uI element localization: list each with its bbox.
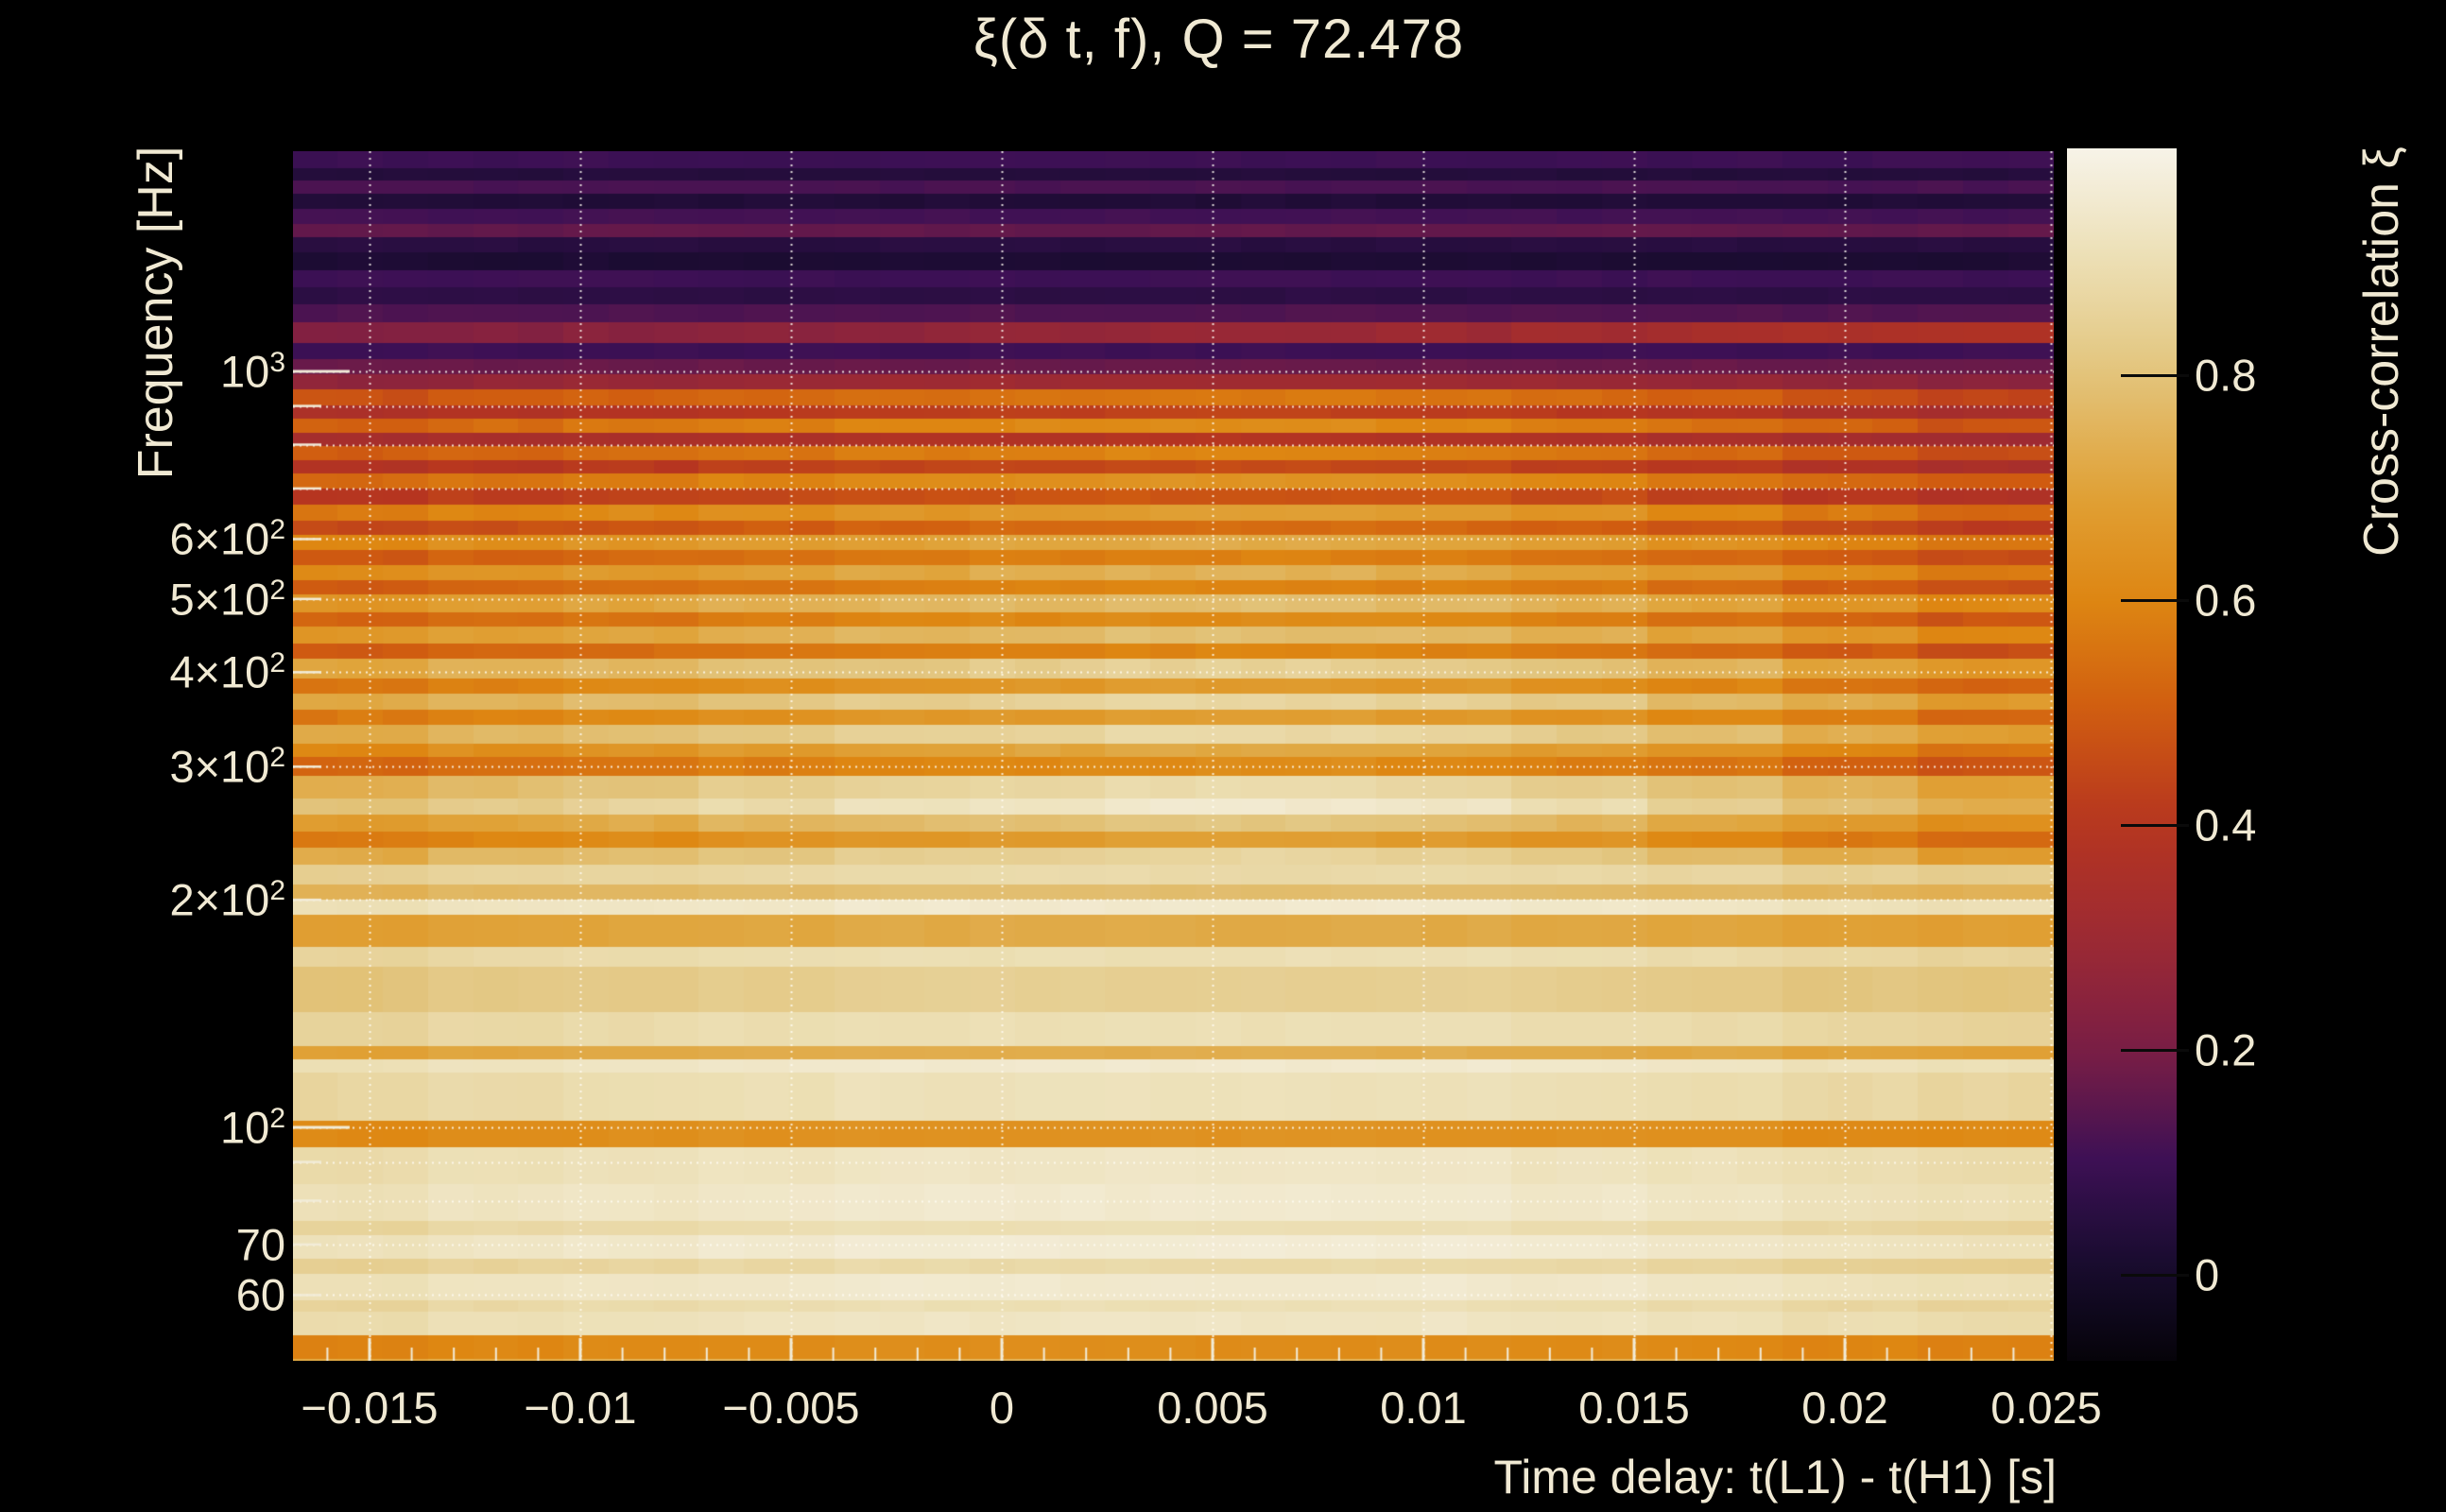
colorbar-tick — [2121, 373, 2189, 377]
x-tick-label: −0.015 — [301, 1383, 439, 1433]
y-tick-label: 4×102 — [169, 646, 285, 697]
x-tick-label: 0.02 — [1801, 1383, 1888, 1433]
x-tick-label: −0.005 — [722, 1383, 860, 1433]
y-tick-label: 70 — [235, 1219, 285, 1270]
heatmap-canvas — [293, 151, 2054, 1361]
colorbar-label: Cross-correlation ξ — [2354, 146, 2409, 557]
colorbar-tick — [2121, 598, 2189, 602]
colorbar-tick — [2121, 1273, 2189, 1277]
y-tick-label: 6×102 — [169, 513, 285, 564]
x-tick-label: −0.01 — [524, 1383, 637, 1433]
y-tick-label: 60 — [235, 1269, 285, 1320]
y-tick-label: 2×102 — [169, 874, 285, 925]
y-tick-label: 5×102 — [169, 574, 285, 625]
y-tick-label: 103 — [220, 346, 285, 397]
colorbar-tick-label: 0.2 — [2195, 1024, 2257, 1075]
colorbar-gradient — [2067, 148, 2177, 1361]
colorbar-tick-label: 0.4 — [2195, 799, 2257, 850]
y-axis-label: Frequency [Hz] — [129, 146, 183, 480]
colorbar-tick — [2121, 1048, 2189, 1052]
plot-title: ξ(δ t, f), Q = 72.478 — [973, 9, 1465, 70]
colorbar-tick-label: 0.6 — [2195, 575, 2257, 626]
x-tick-label: 0.005 — [1157, 1383, 1268, 1433]
colorbar-tick — [2121, 823, 2189, 827]
x-tick-label: 0.015 — [1578, 1383, 1690, 1433]
x-tick-label: 0.025 — [1990, 1383, 2102, 1433]
y-tick-label: 3×102 — [169, 741, 285, 792]
x-tick-label: 0.01 — [1380, 1383, 1467, 1433]
colorbar-tick-label: 0.8 — [2195, 350, 2257, 401]
y-tick-label: 102 — [220, 1102, 285, 1153]
x-axis-label: Time delay: t(L1) - t(H1) [s] — [1493, 1451, 2057, 1503]
colorbar-tick-label: 0 — [2195, 1249, 2220, 1300]
x-tick-label: 0 — [989, 1383, 1015, 1433]
